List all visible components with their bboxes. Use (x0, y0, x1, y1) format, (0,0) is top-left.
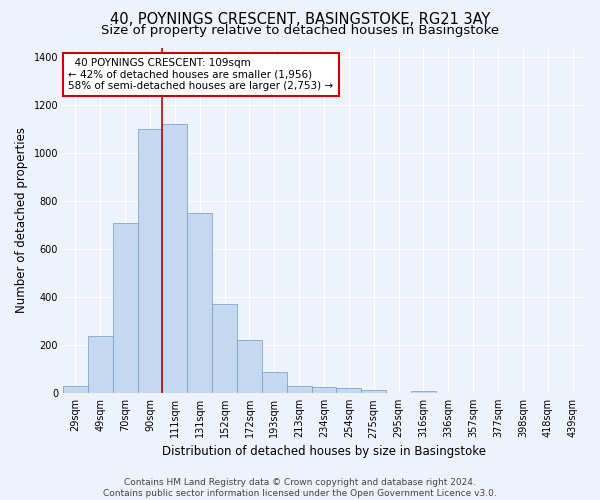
Bar (262, 372, 287, 393)
Bar (361, 390, 386, 393)
Text: Contains HM Land Registry data © Crown copyright and database right 2024.
Contai: Contains HM Land Registry data © Crown c… (103, 478, 497, 498)
Bar (212, 304, 237, 393)
Text: Size of property relative to detached houses in Basingstoke: Size of property relative to detached ho… (101, 24, 499, 37)
Bar (163, 124, 187, 393)
Bar (187, 213, 212, 393)
Bar (88, 336, 113, 393)
Bar (337, 388, 361, 393)
Y-axis label: Number of detached properties: Number of detached properties (15, 128, 28, 314)
Bar (411, 391, 436, 393)
Bar (63, 386, 88, 393)
Bar (237, 340, 262, 393)
Bar (113, 222, 137, 393)
Text: 40 POYNINGS CRESCENT: 109sqm
← 42% of detached houses are smaller (1,956)
58% of: 40 POYNINGS CRESCENT: 109sqm ← 42% of de… (68, 58, 334, 91)
Text: 40, POYNINGS CRESCENT, BASINGSTOKE, RG21 3AY: 40, POYNINGS CRESCENT, BASINGSTOKE, RG21… (110, 12, 490, 28)
Bar (311, 387, 337, 393)
Bar (287, 386, 311, 393)
X-axis label: Distribution of detached houses by size in Basingstoke: Distribution of detached houses by size … (162, 444, 486, 458)
Bar (137, 129, 163, 393)
